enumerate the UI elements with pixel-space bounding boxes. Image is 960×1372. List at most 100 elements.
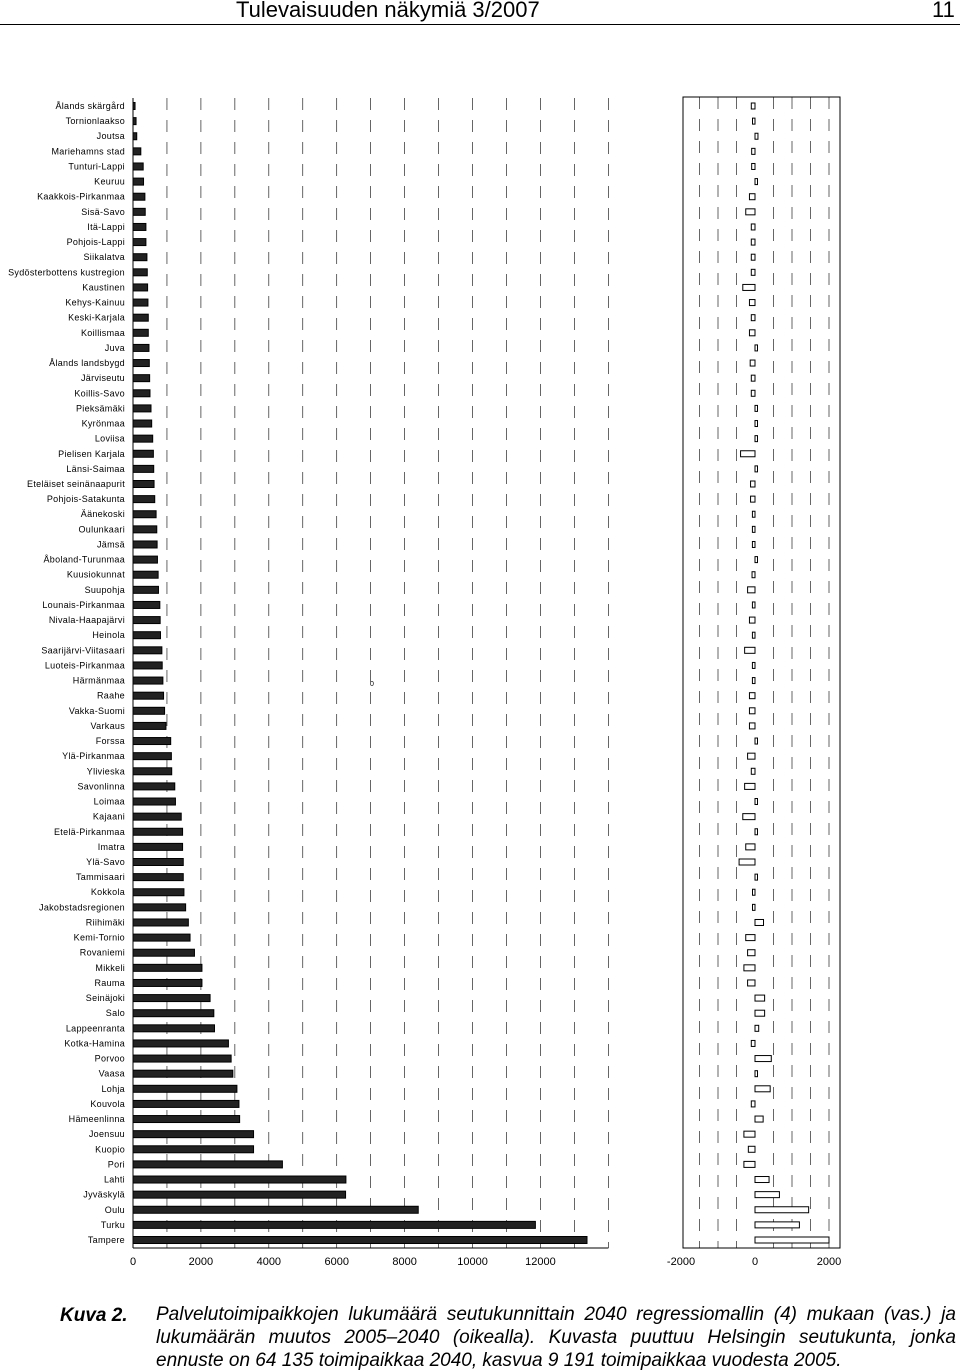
right-bar xyxy=(752,117,756,125)
left-bar xyxy=(132,359,150,368)
left-bar xyxy=(132,1039,229,1048)
left-bar xyxy=(132,1190,347,1199)
left-bar xyxy=(132,994,211,1003)
right-bar xyxy=(745,934,756,942)
left-bar xyxy=(132,873,184,882)
left-bar xyxy=(132,1099,240,1108)
figure-label: Kuva 2. xyxy=(60,1305,128,1326)
right-bar xyxy=(750,102,756,110)
left-bar xyxy=(132,102,136,110)
right-bar xyxy=(754,556,758,564)
left-category-label: Kaakkois-Pirkanmaa xyxy=(37,192,125,202)
right-bar xyxy=(744,646,756,654)
right-bar xyxy=(747,979,756,987)
left-category-label: Jämsä xyxy=(97,539,125,549)
left-bar xyxy=(132,706,166,715)
left-annotation: 0 xyxy=(370,681,374,688)
left-bar xyxy=(132,434,154,443)
left-category-label: Nivala-Haapajärvi xyxy=(49,615,125,625)
left-category-label: Tampere xyxy=(88,1235,125,1245)
right-bar xyxy=(754,344,758,352)
left-category-label: Kotka-Hamina xyxy=(64,1038,125,1048)
right-bar xyxy=(754,1055,772,1063)
left-bar xyxy=(132,328,149,337)
right-bar xyxy=(754,798,758,806)
left-category-label: Forssa xyxy=(96,736,125,746)
right-bar xyxy=(738,858,756,866)
left-bar xyxy=(132,419,153,428)
page-number: 11 xyxy=(932,0,955,22)
left-category-label: Koillismaa xyxy=(81,328,125,338)
right-bar xyxy=(754,1024,760,1032)
left-category-label: Oulunkaari xyxy=(78,524,125,534)
right-bar xyxy=(748,692,756,700)
left-bar xyxy=(132,616,161,625)
left-bar xyxy=(132,283,149,292)
right-bar xyxy=(754,828,758,836)
left-bar-chart: 0 2000 4000 6000 8000 10000 12000 Ålands skärgå… xyxy=(8,98,609,1268)
right-bar xyxy=(754,737,758,745)
left-bar xyxy=(132,253,148,262)
left-x-tick-label: 2000 xyxy=(189,1256,213,1268)
left-bar xyxy=(132,1175,347,1184)
left-bar xyxy=(132,600,161,609)
left-bar xyxy=(132,374,151,383)
left-bar xyxy=(132,147,142,156)
left-category-label: Kaustinen xyxy=(82,282,125,292)
left-bar xyxy=(132,192,146,201)
left-bar xyxy=(132,903,187,912)
left-category-label: Åboland-Turunmaa xyxy=(43,555,125,565)
right-bar xyxy=(751,525,756,533)
right-bar xyxy=(754,1070,758,1078)
right-bar xyxy=(747,949,756,957)
left-bar xyxy=(132,389,151,398)
left-x-tick-label: 4000 xyxy=(257,1256,281,1268)
left-bar xyxy=(132,752,172,761)
left-bar xyxy=(132,132,138,141)
right-bar xyxy=(745,208,756,216)
left-category-label: Tornionlaakso xyxy=(66,116,125,126)
left-category-label: Siikalatva xyxy=(83,252,125,262)
left-category-label: Pielisen Karjala xyxy=(58,449,125,459)
left-bar xyxy=(132,721,167,730)
left-bar xyxy=(132,268,148,277)
left-bar xyxy=(132,117,137,126)
left-category-label: Jakobstadsregionen xyxy=(39,902,125,912)
left-bar xyxy=(132,661,163,670)
right-bar xyxy=(748,722,756,730)
right-bar xyxy=(751,162,756,170)
left-bar xyxy=(132,1024,215,1033)
left-bar xyxy=(132,1054,232,1063)
left-category-label: Varkaus xyxy=(91,721,126,731)
left-bar xyxy=(132,313,149,322)
left-category-label: Suupohja xyxy=(85,585,125,595)
right-bar xyxy=(754,918,765,926)
left-bar xyxy=(132,343,150,352)
left-bar xyxy=(132,646,163,655)
left-bar xyxy=(132,404,152,413)
left-category-label: Keuruu xyxy=(94,177,125,187)
left-category-label: Luoteis-Pirkanmaa xyxy=(45,660,125,670)
left-category-label: Ylivieska xyxy=(87,766,125,776)
left-category-label: Järviseutu xyxy=(81,373,125,383)
left-bar xyxy=(132,510,157,519)
left-bar xyxy=(132,1220,536,1229)
left-category-label: Ylä-Savo xyxy=(86,857,125,867)
right-bar xyxy=(750,374,756,382)
left-bar xyxy=(132,691,165,700)
right-bar xyxy=(744,782,756,790)
right-bar xyxy=(743,1160,756,1168)
left-category-label: Raahe xyxy=(97,691,125,701)
left-category-label: Joutsa xyxy=(97,131,125,141)
left-category-label: Tammisaari xyxy=(76,872,125,882)
right-bar xyxy=(751,510,756,518)
left-category-label: Saarijärvi-Viitasaari xyxy=(41,645,125,655)
right-bar xyxy=(740,450,756,458)
page-header: Tulevaisuuden näkymiä 3/2007 11 xyxy=(0,0,960,25)
figure-caption: Palvelutoimipaikkojen lukumäärä seutukun… xyxy=(156,1304,956,1371)
left-category-label: Heinola xyxy=(92,630,125,640)
left-category-label: Etelä-Pirkanmaa xyxy=(54,827,125,837)
right-bar xyxy=(752,888,756,896)
left-category-label: Kajaani xyxy=(93,812,125,822)
right-bar xyxy=(754,435,758,443)
